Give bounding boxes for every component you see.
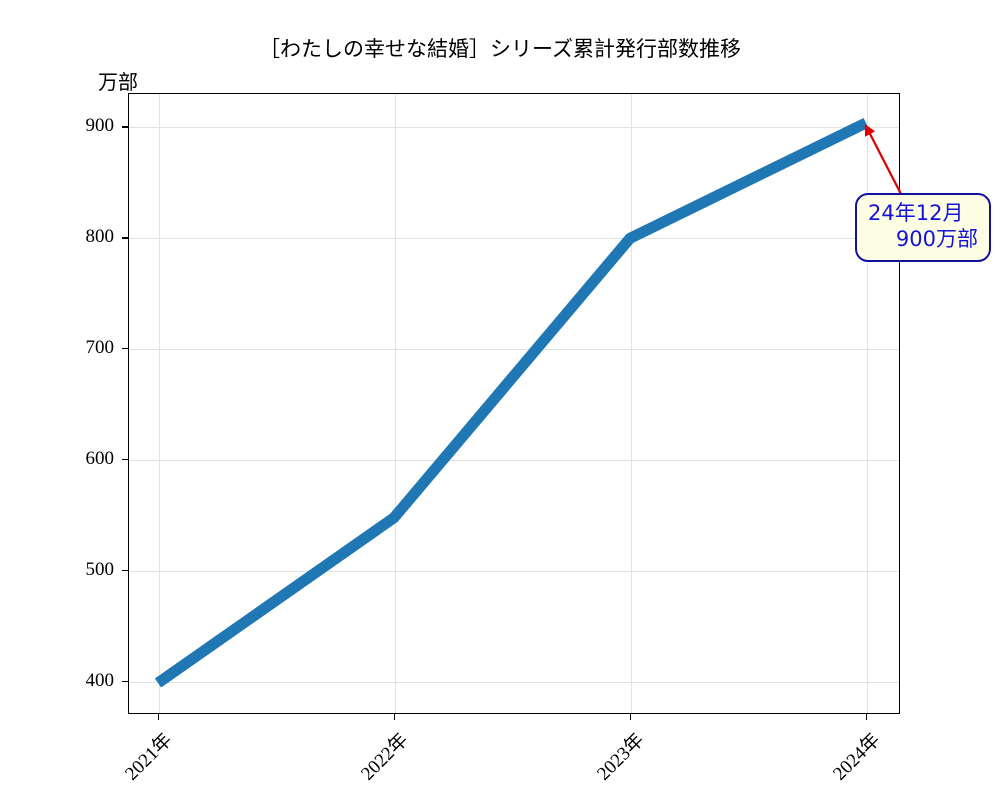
x-tick-label: 2024年	[829, 729, 885, 785]
gridline-vertical	[395, 94, 396, 713]
x-tick-mark	[630, 714, 632, 720]
y-tick-mark	[122, 569, 128, 572]
y-tick-mark	[122, 348, 128, 350]
x-tick-mark	[394, 714, 396, 720]
gridline-vertical	[631, 94, 632, 713]
gridline-vertical	[159, 94, 160, 713]
y-tick-mark	[122, 237, 128, 239]
y-tick-label: 800	[85, 226, 115, 248]
y-tick-label: 900	[85, 115, 115, 137]
gridline-horizontal	[129, 681, 899, 683]
plot-area	[128, 93, 900, 714]
y-axis-unit-label: 万部	[98, 70, 138, 94]
x-tick-label: 2022年	[357, 729, 413, 785]
y-tick-mark	[122, 126, 128, 128]
gridline-horizontal	[129, 349, 899, 351]
x-tick-label: 2021年	[121, 729, 177, 785]
y-tick-label: 500	[85, 558, 115, 580]
gridline-horizontal	[129, 459, 899, 461]
latest-value-callout: 24年12月 900万部	[855, 193, 991, 263]
gridline-horizontal	[129, 570, 899, 572]
x-tick-label: 2023年	[593, 729, 649, 785]
y-tick-label: 400	[85, 669, 115, 691]
x-tick-mark	[158, 714, 160, 720]
gridline-horizontal	[129, 238, 899, 240]
gridline-horizontal	[129, 127, 899, 129]
y-tick-label: 700	[85, 337, 115, 359]
y-tick-mark	[122, 680, 128, 683]
gridline-vertical	[867, 94, 868, 713]
y-tick-label: 600	[85, 447, 115, 469]
x-tick-mark	[866, 714, 868, 720]
callout-line-date: 24年12月	[868, 201, 964, 225]
page-title: ［わたしの幸せな結婚］シリーズ累計発行部数推移	[259, 37, 741, 61]
y-tick-mark	[122, 458, 128, 461]
callout-line-value: 900万部	[895, 226, 978, 251]
